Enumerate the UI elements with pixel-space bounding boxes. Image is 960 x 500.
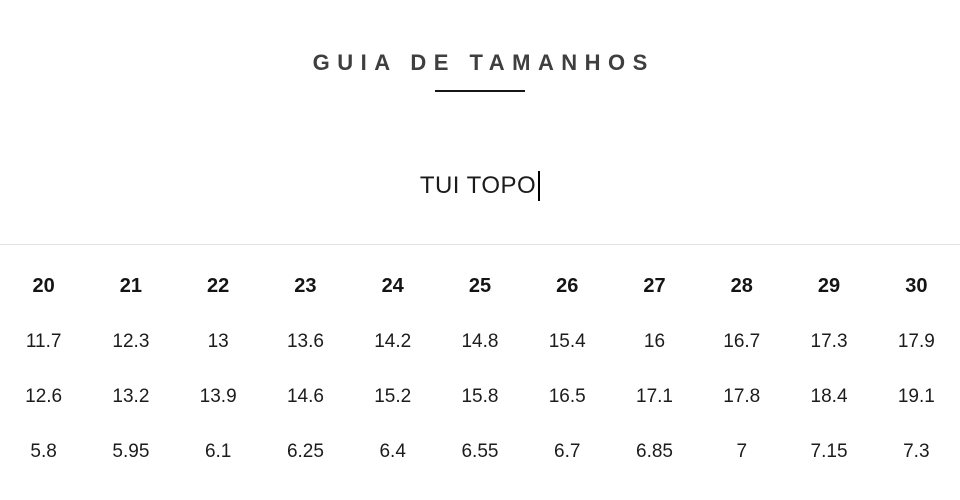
measurement-cell: 12.6 — [25, 385, 63, 407]
table-row: 5.8 5.95 6.1 6.25 6.4 6.55 6.7 6.85 7 7.15 7.3 — [0, 424, 960, 479]
measurement-cell: 14.6 — [286, 385, 324, 407]
size-column-header: 20 — [32, 275, 55, 297]
product-name-text: TUI TOPO — [419, 172, 537, 199]
size-column-header: 22 — [207, 275, 230, 297]
measurement-cell: 16 — [643, 330, 666, 352]
section-divider — [0, 244, 960, 245]
measurement-cell: 11.7 — [25, 330, 62, 352]
measurement-cell: 6.55 — [461, 440, 499, 462]
size-column-header: 25 — [468, 275, 492, 297]
measurement-cell: 17.1 — [636, 385, 673, 407]
size-column-header: 24 — [381, 275, 404, 297]
measurement-cell: 5.95 — [112, 440, 150, 462]
table-row: 11.7 12.3 13 13.6 14.2 14.8 15.4 16 16.7 17.3 17.9 — [0, 314, 960, 369]
measurement-cell: 19.1 — [897, 385, 935, 407]
measurement-cell: 7 — [736, 440, 748, 462]
size-table-body: 11.7 12.3 13 13.6 14.2 14.8 15.4 16 16.7 17.3 17.9… — [0, 314, 960, 479]
size-column-header: 28 — [730, 275, 753, 297]
measurement-cell: 13.2 — [112, 385, 150, 407]
measurement-cell: 15.2 — [374, 385, 412, 407]
measurement-cell: 16.7 — [723, 330, 761, 352]
measurement-cell: 12.3 — [112, 330, 150, 352]
measurement-cell: 5.8 — [30, 440, 57, 462]
table-row: 12.6 13.2 13.9 14.6 15.2 15.8 16.5 17.1 17.8 18.4… — [0, 369, 960, 424]
measurement-cell: 7.3 — [903, 440, 930, 462]
measurement-cell: 14.8 — [461, 330, 499, 352]
measurement-cell: 6.4 — [379, 440, 406, 462]
measurement-cell: 7.15 — [810, 440, 848, 462]
measurement-cell: 6.85 — [636, 440, 673, 462]
size-column-header: 26 — [556, 275, 579, 297]
text-cursor — [538, 171, 541, 201]
measurement-cell: 13.9 — [199, 385, 237, 407]
size-table: 20 21 22 23 24 25 26 27 28 29 30 11.7 12.3 13 13.6 14.… — [0, 259, 960, 479]
measurement-cell: 13 — [207, 330, 229, 352]
size-table-header-row: 20 21 22 23 24 25 26 27 28 29 30 — [0, 259, 960, 314]
size-column-header: 29 — [817, 275, 841, 297]
measurement-cell: 17.8 — [723, 385, 761, 407]
measurement-cell: 14.2 — [374, 330, 412, 352]
size-column-header: 23 — [294, 275, 317, 297]
measurement-cell: 15.4 — [548, 330, 586, 352]
measurement-cell: 6.25 — [286, 440, 324, 462]
page-header: GUIA DE TAMANHOS — [0, 0, 960, 92]
measurement-cell: 16.5 — [548, 385, 586, 407]
product-name-input[interactable]: TUI TOPO — [0, 170, 960, 202]
measurement-cell: 17.3 — [810, 330, 848, 352]
measurement-cell: 6.1 — [204, 440, 232, 462]
size-column-header: 21 — [119, 275, 143, 297]
measurement-cell: 6.7 — [554, 440, 581, 462]
size-column-header: 30 — [905, 275, 928, 297]
size-column-header: 27 — [643, 275, 666, 297]
measurement-cell: 13.6 — [286, 330, 324, 352]
title-underline — [435, 90, 525, 92]
page-title: GUIA DE TAMANHOS — [312, 50, 655, 75]
measurement-cell: 18.4 — [810, 385, 848, 407]
measurement-cell: 17.9 — [897, 330, 935, 352]
measurement-cell: 15.8 — [461, 385, 499, 407]
